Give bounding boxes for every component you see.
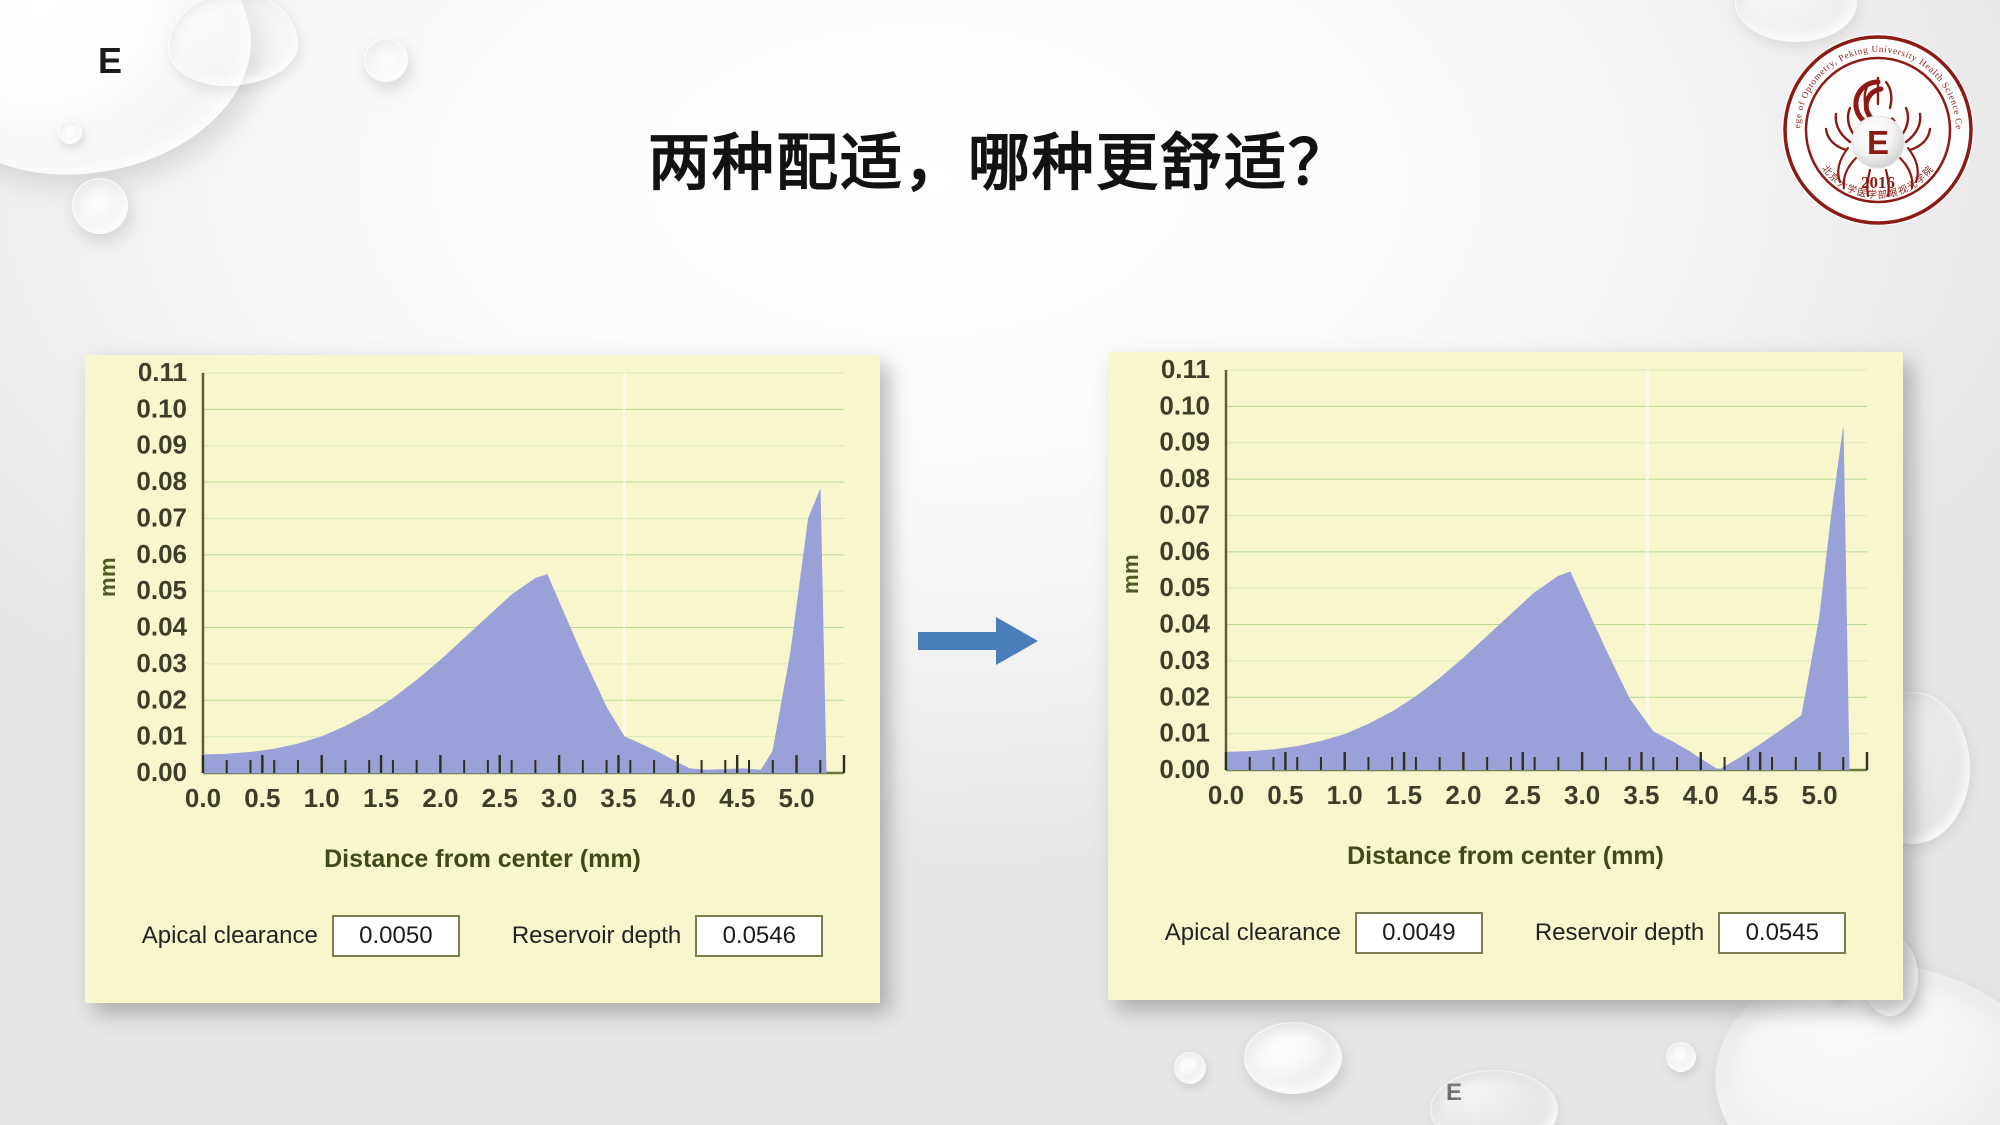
readout-row-left: Apical clearance 0.0050 Reservoir depth … [85, 915, 880, 957]
apical-clearance-value[interactable]: 0.0050 [331, 915, 460, 957]
logo-seal-icon: College of Optometry, Peking University … [1775, 22, 1974, 226]
apical-clearance-label: Apical clearance [141, 922, 318, 949]
apical-clearance-readout-left: Apical clearance 0.0050 [142, 915, 460, 957]
svg-text:2.0: 2.0 [1445, 780, 1481, 810]
page-title: 两种配适，哪种更舒适？ [647, 126, 1352, 199]
svg-text:5.0: 5.0 [778, 783, 814, 813]
svg-text:0.00: 0.00 [136, 757, 187, 787]
svg-text:0.01: 0.01 [136, 721, 187, 751]
svg-text:2.5: 2.5 [482, 783, 518, 813]
x-axis-label-left: Distance from center (mm) [324, 845, 641, 873]
x-axis-label-right: Distance from center (mm) [1347, 842, 1664, 870]
svg-text:0.0: 0.0 [185, 783, 221, 813]
svg-text:1.5: 1.5 [1386, 780, 1422, 810]
chart-panel-right: 0.00 0.01 0.02 0.03 0.04 0.05 0.06 0.07 0.08 0.09… [1108, 352, 1903, 1000]
svg-text:3.0: 3.0 [541, 783, 577, 813]
svg-text:0.10: 0.10 [136, 393, 187, 423]
svg-text:0.02: 0.02 [136, 684, 187, 714]
chart-svg-right: 0.00 0.01 0.02 0.03 0.04 0.05 0.06 0.07 0.08 0.09… [1159, 354, 1869, 810]
svg-text:3.5: 3.5 [1623, 780, 1659, 810]
chart-svg-left: 0.00 0.01 0.02 0.03 0.04 0.05 0.06 0.07 0.08 0.09… [136, 357, 846, 813]
transition-arrow-icon [918, 617, 1038, 665]
svg-text:0.08: 0.08 [136, 466, 187, 496]
svg-text:0.04: 0.04 [136, 612, 187, 642]
svg-text:0.08: 0.08 [1159, 463, 1210, 493]
svg-text:2.5: 2.5 [1505, 780, 1541, 810]
svg-text:0.09: 0.09 [136, 430, 187, 460]
svg-text:4.5: 4.5 [1742, 780, 1778, 810]
svg-text:0.04: 0.04 [1159, 609, 1210, 639]
svg-text:4.5: 4.5 [719, 783, 755, 813]
svg-text:2.0: 2.0 [422, 783, 458, 813]
svg-text:0.03: 0.03 [1159, 645, 1210, 675]
plot-area-right: 0.00 0.01 0.02 0.03 0.04 0.05 0.06 0.07 0.08 0.09… [1108, 352, 1903, 822]
svg-text:2016: 2016 [1861, 173, 1895, 192]
svg-text:E: E [1867, 124, 1889, 161]
svg-text:0.09: 0.09 [1159, 427, 1210, 457]
decorative-droplet [1666, 1042, 1696, 1072]
svg-text:4.0: 4.0 [660, 783, 696, 813]
svg-text:0.02: 0.02 [1159, 681, 1210, 711]
svg-text:0.5: 0.5 [1267, 780, 1303, 810]
reservoir-depth-readout-left: Reservoir depth 0.0546 [511, 915, 824, 957]
apical-clearance-readout-right: Apical clearance 0.0049 [1165, 912, 1483, 954]
decorative-droplet [1174, 1052, 1206, 1084]
chart-panel-left: 0.00 0.01 0.02 0.03 0.04 0.05 0.06 0.07 0.08 0.09… [85, 355, 880, 1003]
svg-text:4.0: 4.0 [1683, 780, 1719, 810]
svg-text:0.01: 0.01 [1159, 718, 1210, 748]
svg-text:0.5: 0.5 [244, 783, 280, 813]
apical-clearance-value[interactable]: 0.0049 [1354, 912, 1483, 954]
readout-row-right: Apical clearance 0.0049 Reservoir depth … [1108, 912, 1903, 954]
plot-area-left: 0.00 0.01 0.02 0.03 0.04 0.05 0.06 0.07 0.08 0.09… [85, 355, 880, 825]
reservoir-depth-readout-right: Reservoir depth 0.0545 [1534, 912, 1847, 954]
reservoir-depth-value[interactable]: 0.0546 [695, 915, 824, 957]
corner-glyph-bottom-right-icon: Ǝ [1445, 1079, 1462, 1106]
svg-text:0.05: 0.05 [1159, 572, 1210, 602]
svg-text:0.11: 0.11 [138, 357, 187, 387]
svg-text:0.07: 0.07 [136, 502, 187, 532]
y-axis-label-left: mm [95, 556, 120, 597]
reservoir-depth-value[interactable]: 0.0545 [1718, 912, 1847, 954]
svg-text:0.06: 0.06 [136, 539, 187, 569]
decorative-droplet [364, 38, 408, 82]
y-axis-label-right: mm [1118, 553, 1143, 594]
svg-text:5.0: 5.0 [1801, 780, 1837, 810]
decorative-droplet [1244, 1022, 1342, 1094]
svg-text:3.0: 3.0 [1564, 780, 1600, 810]
svg-text:0.10: 0.10 [1159, 390, 1210, 420]
svg-text:0.11: 0.11 [1161, 354, 1210, 384]
svg-text:0.0: 0.0 [1208, 780, 1244, 810]
svg-text:1.0: 1.0 [304, 783, 340, 813]
svg-text:1.5: 1.5 [363, 783, 399, 813]
reservoir-depth-label: Reservoir depth [511, 922, 682, 949]
svg-text:0.07: 0.07 [1159, 499, 1210, 529]
reservoir-depth-label: Reservoir depth [1534, 919, 1705, 946]
institution-logo: College of Optometry, Peking University … [1775, 22, 1978, 230]
svg-text:3.5: 3.5 [600, 783, 636, 813]
apical-clearance-label: Apical clearance [1164, 919, 1341, 946]
svg-text:0.06: 0.06 [1159, 536, 1210, 566]
svg-text:0.05: 0.05 [136, 575, 187, 605]
corner-glyph-top-left-icon: Ǝ [98, 40, 123, 81]
svg-text:1.0: 1.0 [1327, 780, 1363, 810]
svg-text:0.03: 0.03 [136, 648, 187, 678]
svg-text:0.00: 0.00 [1159, 754, 1210, 784]
